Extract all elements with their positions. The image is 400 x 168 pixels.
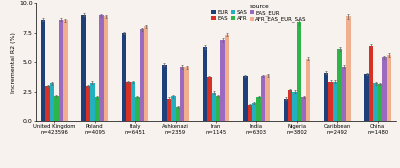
Bar	[171, 96, 176, 121]
Bar	[167, 99, 171, 121]
Bar	[86, 86, 90, 121]
Bar	[252, 103, 256, 121]
Bar	[54, 96, 59, 121]
Bar	[225, 35, 229, 121]
Bar	[261, 76, 265, 121]
Bar	[104, 16, 108, 121]
Bar	[122, 33, 126, 121]
Bar	[284, 99, 288, 121]
Bar	[378, 84, 382, 121]
Bar	[301, 97, 306, 121]
Bar	[382, 57, 387, 121]
Bar	[184, 67, 189, 121]
Bar	[369, 46, 373, 121]
Bar	[59, 20, 63, 121]
Bar	[387, 55, 391, 121]
Bar	[176, 107, 180, 121]
Bar	[297, 22, 301, 121]
Bar	[81, 14, 86, 121]
Bar	[248, 105, 252, 121]
Bar	[144, 26, 148, 121]
Bar	[364, 74, 369, 121]
Bar	[131, 82, 135, 121]
Bar	[126, 82, 131, 121]
Bar	[212, 93, 216, 121]
Bar	[207, 77, 212, 121]
Bar	[50, 83, 54, 121]
Bar	[45, 86, 50, 121]
Bar	[90, 83, 95, 121]
Bar	[41, 20, 45, 121]
Bar	[337, 49, 342, 121]
Bar	[203, 47, 207, 121]
Bar	[333, 81, 337, 121]
Bar	[216, 96, 220, 121]
Bar	[346, 16, 351, 121]
Bar	[180, 67, 184, 121]
Bar	[373, 83, 378, 121]
Bar	[95, 97, 99, 121]
Bar	[140, 29, 144, 121]
Bar	[256, 97, 261, 121]
Bar	[265, 75, 270, 121]
Bar	[63, 20, 68, 121]
Bar	[162, 65, 167, 121]
Bar	[243, 76, 248, 121]
Bar	[220, 40, 225, 121]
Y-axis label: Incremental R2 (%): Incremental R2 (%)	[11, 32, 16, 93]
Bar	[324, 73, 328, 121]
Bar	[292, 92, 297, 121]
Legend: EUR, EAS, SAS, AFR, EAS_EUR, AFR_EAS_EUR_SAS: EUR, EAS, SAS, AFR, EAS_EUR, AFR_EAS_EUR…	[211, 4, 308, 23]
Bar	[328, 81, 333, 121]
Bar	[288, 90, 292, 121]
Bar	[135, 97, 140, 121]
Bar	[342, 67, 346, 121]
Bar	[99, 15, 104, 121]
Bar	[306, 59, 310, 121]
